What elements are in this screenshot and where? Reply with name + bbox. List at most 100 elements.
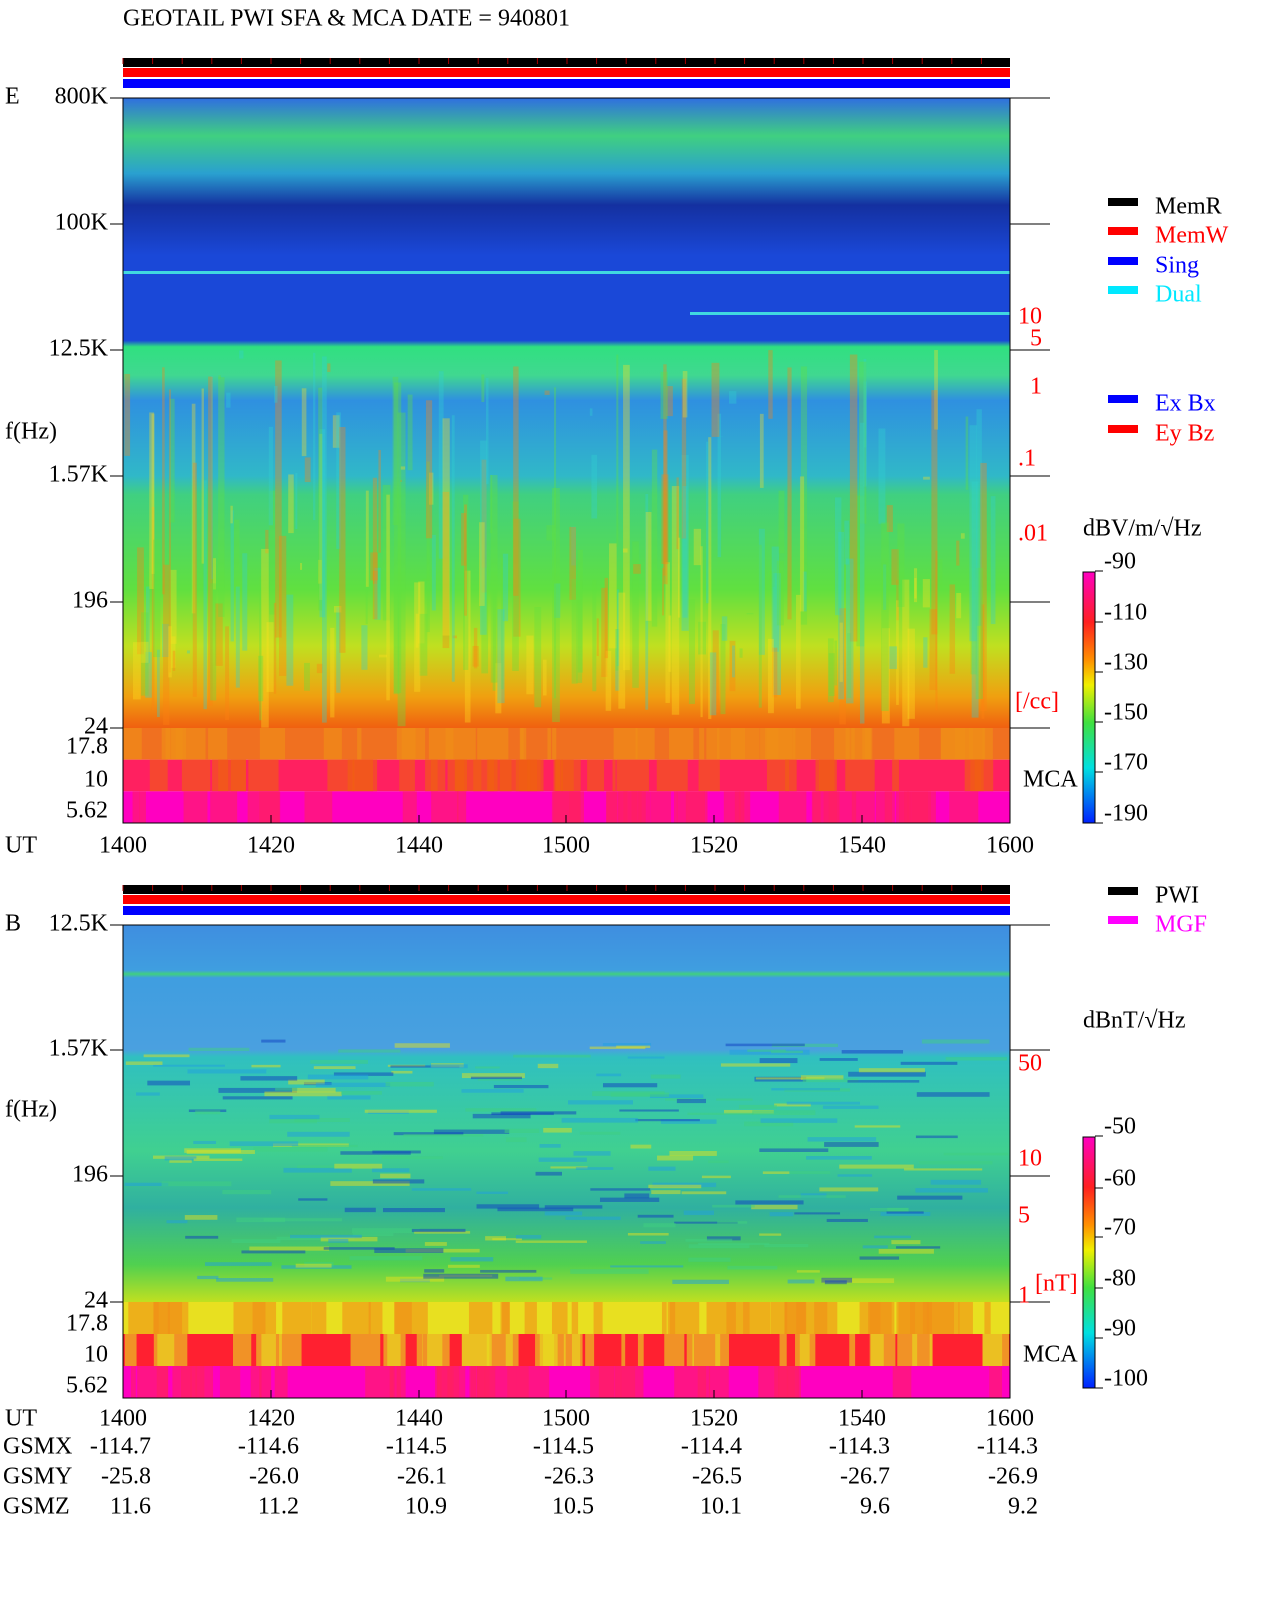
orbit-value: -114.7 [90,1434,151,1460]
spectrogram-texture [279,536,286,676]
mca-texture [930,1334,933,1366]
spectrogram-texture [897,524,904,607]
mca-texture [324,728,342,760]
spectrogram-texture [794,1212,840,1214]
orbit-value: -114.4 [681,1434,742,1460]
spectrogram-texture [166,1220,187,1223]
spectrogram-texture [141,642,148,663]
spectrogram-texture [716,1099,752,1101]
spectrogram-texture [395,1043,450,1048]
spectrogram-texture [465,1108,536,1111]
mca-texture [664,1334,684,1366]
spectrogram-texture [606,651,612,711]
mca-texture [351,1334,381,1366]
spectrogram-texture [187,1150,255,1154]
time-axis-label: UT [5,833,37,859]
spectrogram-texture [379,655,387,658]
spectrogram-texture [239,350,243,358]
spectrogram-texture [230,506,232,524]
mca-texture [585,1334,594,1366]
spectrogram-texture [197,1276,218,1279]
spectrogram-texture [310,1060,368,1064]
spectrogram-texture [434,1130,509,1134]
spectrogram-texture [916,1136,958,1139]
spectrogram-texture [956,541,959,566]
spectrogram-texture [727,1266,777,1270]
colorbar-tick-label: -130 [1104,650,1148,676]
spectrogram-texture [860,423,864,724]
spectrogram-texture [635,1119,700,1121]
mca-texture [176,728,206,760]
spectrogram-texture [173,651,175,671]
mca-texture [731,728,760,760]
mca-texture [123,728,142,760]
spectrogram-texture [596,1074,621,1077]
spectrogram-texture [609,543,617,648]
mca-texture [852,791,875,823]
spectrogram-texture [689,599,695,704]
spectrogram-texture [842,1050,903,1054]
orbit-value: -114.5 [386,1434,447,1460]
time-tick-label: 1600 [986,833,1034,859]
spectrogram-texture [249,1247,329,1251]
spectrogram-texture [759,1148,828,1152]
spectrogram-texture [288,474,294,533]
time-axis-label: UT [5,1406,37,1432]
density-tick-label: 5 [1018,1203,1030,1229]
mca-texture [162,728,171,760]
spectrogram-texture [991,496,996,624]
spectrogram-texture [751,1205,797,1209]
spectrogram-texture [425,1242,447,1246]
spectrogram-texture [797,1270,820,1272]
mca-texture [870,1334,896,1366]
spectrogram-texture [292,1145,358,1147]
mca-texture [606,791,617,823]
legend-label: MemW [1155,223,1229,249]
spectrogram-texture [203,480,206,709]
mca-texture [885,791,892,823]
spectrogram-texture [370,552,378,580]
mca-texture [261,1334,281,1366]
spectrogram-texture [147,1081,190,1086]
orbit-value: -26.5 [692,1464,742,1490]
spectrogram-texture [669,1151,716,1156]
spectrogram-texture [241,1250,305,1253]
mca-label: MCA [1023,1342,1078,1368]
spectrogram-texture [616,629,619,671]
status-bar [123,79,1010,88]
colorbar-tick-label: -90 [1104,549,1136,575]
spectrogram-texture [591,455,597,519]
orbit-value: 10.9 [405,1494,447,1520]
spectrogram-texture [661,372,668,419]
mca-texture [784,1302,805,1334]
mca-texture [969,728,984,760]
colorbar [1083,572,1095,823]
spectrogram-texture [526,636,533,695]
legend-swatch [1108,198,1138,206]
freq-tick-label: 10 [84,767,108,793]
mca-texture [208,728,227,760]
spectrogram-texture [759,545,762,708]
spectrogram-texture [194,1159,243,1161]
mca-texture [813,791,840,823]
time-tick-label: 1540 [838,1406,886,1432]
mca-texture [615,1366,643,1398]
spectrogram-texture [710,652,716,715]
mca-texture [743,1302,770,1334]
spectrogram-texture [652,450,657,627]
spectrogram-texture [391,1071,412,1074]
mca-texture [399,760,415,792]
mca-texture [357,728,361,760]
spectrogram-texture [474,628,477,669]
spectrogram-texture [225,626,229,720]
spectrogram-texture [543,660,547,696]
mca-texture [455,760,482,792]
spectrogram-texture [657,1156,693,1161]
spectrogram-texture [383,1208,445,1212]
spectrogram-texture [633,564,641,574]
spectrogram-texture [889,646,897,669]
spectrogram-texture [223,1096,293,1099]
mca-texture [674,1366,706,1398]
spectrogram-texture [787,367,791,619]
spectrogram-texture [513,1055,590,1058]
